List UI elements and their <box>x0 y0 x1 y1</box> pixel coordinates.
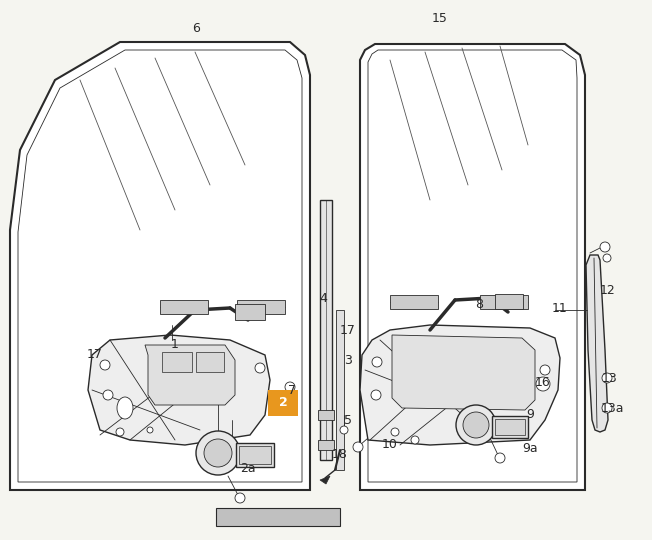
Text: 13: 13 <box>602 372 618 384</box>
Text: 17: 17 <box>340 323 356 336</box>
Circle shape <box>353 442 363 452</box>
Polygon shape <box>88 335 270 445</box>
Circle shape <box>603 254 611 262</box>
Circle shape <box>463 412 489 438</box>
Bar <box>237 300 285 314</box>
Text: 5: 5 <box>344 414 352 427</box>
Ellipse shape <box>117 397 133 419</box>
Circle shape <box>340 426 348 434</box>
Text: 2: 2 <box>278 396 288 409</box>
Circle shape <box>100 360 110 370</box>
Circle shape <box>411 436 419 444</box>
Circle shape <box>116 428 124 436</box>
Bar <box>239 446 271 464</box>
Text: 12: 12 <box>600 284 616 296</box>
Text: 13a: 13a <box>600 402 624 415</box>
Bar <box>162 352 192 372</box>
Polygon shape <box>360 44 585 490</box>
Polygon shape <box>392 335 535 410</box>
Text: 6: 6 <box>192 22 200 35</box>
Text: 9a: 9a <box>522 442 538 455</box>
Text: 18: 18 <box>332 449 348 462</box>
Bar <box>390 295 438 309</box>
Circle shape <box>602 373 612 383</box>
Circle shape <box>495 453 505 463</box>
Text: 15: 15 <box>432 11 448 24</box>
Bar <box>268 390 298 416</box>
Circle shape <box>602 403 612 413</box>
Text: 4: 4 <box>319 292 327 305</box>
Bar <box>492 416 528 438</box>
Circle shape <box>391 428 399 436</box>
Bar <box>480 295 528 309</box>
Bar <box>236 443 274 467</box>
Text: 9: 9 <box>526 408 534 422</box>
Bar <box>336 310 344 470</box>
Polygon shape <box>320 476 330 484</box>
Circle shape <box>255 363 265 373</box>
Bar <box>320 200 332 460</box>
Bar <box>235 304 265 320</box>
Polygon shape <box>10 42 310 490</box>
Circle shape <box>235 493 245 503</box>
Circle shape <box>147 427 153 433</box>
Text: 16: 16 <box>535 375 551 388</box>
Circle shape <box>204 439 232 467</box>
Text: 8: 8 <box>475 299 483 312</box>
Circle shape <box>536 377 550 391</box>
Circle shape <box>196 431 240 475</box>
Bar <box>160 300 208 314</box>
Bar <box>318 410 334 420</box>
Circle shape <box>372 357 382 367</box>
Text: 3: 3 <box>344 354 352 367</box>
Circle shape <box>540 365 550 375</box>
Bar <box>495 419 525 435</box>
Circle shape <box>371 390 381 400</box>
Text: 10: 10 <box>382 438 398 451</box>
Text: 2a: 2a <box>240 462 256 475</box>
Circle shape <box>285 382 295 392</box>
Text: 1: 1 <box>171 339 179 352</box>
Bar <box>216 508 340 526</box>
Text: 11: 11 <box>552 301 568 314</box>
Circle shape <box>456 405 496 445</box>
Text: 7: 7 <box>288 383 296 396</box>
Polygon shape <box>145 345 235 405</box>
Text: 17: 17 <box>87 348 103 361</box>
Polygon shape <box>586 255 608 432</box>
Circle shape <box>600 242 610 252</box>
Bar <box>495 294 523 309</box>
Bar <box>196 352 224 372</box>
Circle shape <box>103 390 113 400</box>
Polygon shape <box>360 325 560 445</box>
Bar <box>318 440 334 450</box>
